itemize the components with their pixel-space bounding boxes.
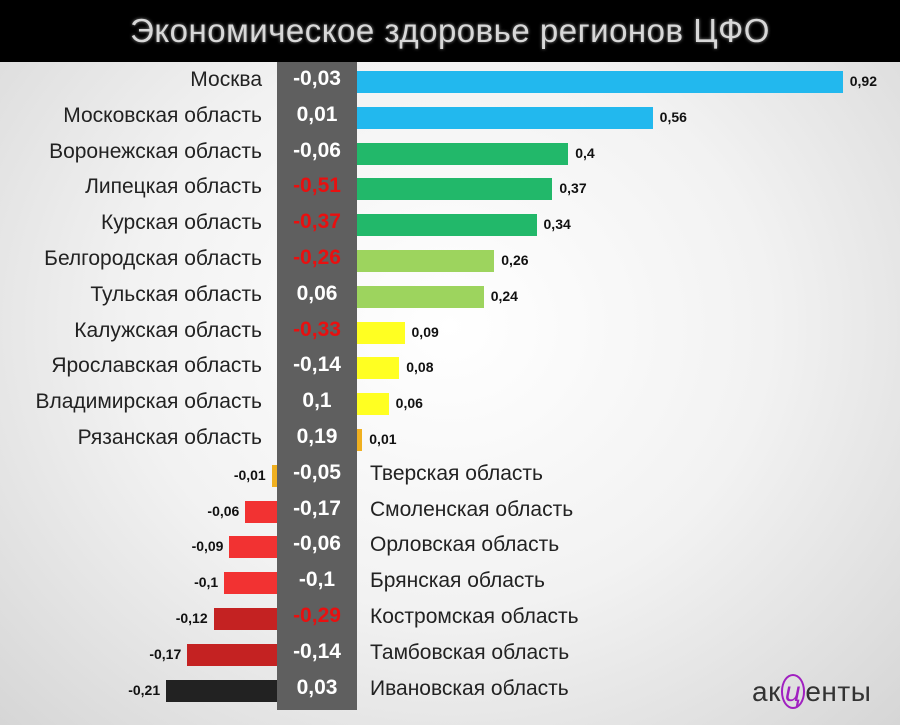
value-label: 0,08: [406, 359, 434, 376]
value-label: 0,37: [559, 180, 587, 197]
value-label: -0,21: [128, 681, 161, 698]
value-label: -0,12: [175, 610, 208, 626]
category-label: Ярославская область: [51, 354, 262, 378]
index-value: -0,06: [293, 138, 341, 162]
index-value: -0,51: [293, 174, 341, 198]
index-value: 0,06: [296, 281, 338, 305]
category-label: Тверская область: [370, 461, 543, 485]
index-value: -0,03: [293, 67, 341, 90]
chart-row: Тамбовская область -0,17 -0,14: [0, 637, 900, 673]
index-value: -0,06: [293, 532, 341, 556]
index-column: [277, 62, 357, 710]
bar: [229, 536, 277, 559]
value-label: -0,1: [194, 574, 219, 591]
index-value: 0,1: [302, 389, 332, 413]
value-label: 0,01: [369, 431, 397, 447]
category-label: Брянская область: [370, 569, 545, 593]
bar: [357, 71, 843, 93]
category-label: Белгородская область: [44, 247, 262, 270]
index-value: -0,37: [293, 210, 341, 234]
chart-row: Москва 0,92 -0,03: [0, 64, 900, 100]
index-value: -0,26: [293, 246, 341, 269]
index-value: -0,29: [293, 604, 341, 627]
bar: [357, 214, 537, 237]
category-label: Липецкая область: [85, 175, 262, 199]
category-label: Смоленская область: [370, 497, 574, 521]
bar: [213, 608, 277, 630]
logo: ак ц енты: [752, 674, 872, 709]
chart-row: Рязанская область 0,01 0,19: [0, 422, 900, 458]
value-label: 0,4: [575, 144, 595, 161]
chart-row: Костромская область -0,12 -0,29: [0, 601, 900, 637]
value-label: -0,09: [191, 538, 224, 555]
category-label: Москва: [190, 68, 262, 91]
chart-row: Калужская область 0,09 -0,33: [0, 315, 900, 351]
bar: [166, 679, 277, 702]
chart-row: Липецкая область 0,37 -0,51: [0, 171, 900, 207]
bar: [187, 643, 277, 666]
value-label: 0,34: [543, 216, 571, 233]
index-value: -0,17: [293, 496, 341, 520]
chart-row: Тульская область 0,24 0,06: [0, 279, 900, 315]
category-label: Орловская область: [370, 533, 560, 557]
value-label: -0,17: [149, 645, 182, 662]
bar: [357, 357, 400, 380]
index-value: 0,03: [296, 675, 338, 699]
bar: [357, 429, 363, 451]
index-value: -0,1: [298, 568, 336, 592]
category-label: Тамбовская область: [370, 640, 570, 664]
index-value: -0,05: [293, 460, 341, 484]
chart-row: Воронежская область 0,4 -0,06: [0, 136, 900, 172]
category-label: Рязанская область: [77, 426, 262, 449]
chart-row: Ярославская область 0,08 -0,14: [0, 350, 900, 386]
index-value: 0,19: [296, 425, 338, 448]
chart-row: Смоленская область -0,06 -0,17: [0, 494, 900, 530]
bar: [357, 321, 405, 344]
index-value: -0,14: [293, 639, 341, 663]
logo-text: енты: [805, 676, 872, 707]
bar: [357, 142, 569, 165]
value-label: 0,06: [395, 395, 423, 412]
value-label: -0,06: [207, 502, 240, 519]
category-label: Ивановская область: [370, 676, 569, 700]
value-label: 0,26: [501, 252, 529, 268]
category-label: Московская область: [63, 103, 262, 127]
bar: [245, 500, 277, 523]
category-label: Костромская область: [370, 605, 579, 628]
title-bar: Экономическое здоровье регионов ЦФО: [0, 0, 900, 62]
category-label: Тульская область: [90, 282, 262, 306]
chart-row: Московская область 0,56 0,01: [0, 100, 900, 136]
bar: [357, 393, 389, 416]
bar: [357, 106, 653, 129]
index-value: -0,33: [293, 317, 341, 341]
logo-mark: ц: [780, 674, 806, 709]
chart-row: Брянская область -0,1 -0,1: [0, 565, 900, 601]
index-value: -0,14: [293, 353, 341, 377]
value-label: 0,56: [659, 108, 687, 125]
category-label: Воронежская область: [49, 139, 262, 163]
chart-row: Владимирская область 0,06 0,1: [0, 386, 900, 422]
value-label: -0,01: [233, 466, 266, 483]
value-label: 0,92: [849, 73, 877, 89]
category-label: Владимирская область: [35, 390, 262, 414]
chart-row: Белгородская область 0,26 -0,26: [0, 243, 900, 279]
category-label: Калужская область: [74, 318, 262, 342]
bar: [357, 178, 553, 201]
bar: [357, 250, 495, 272]
bar: [224, 572, 277, 595]
index-value: 0,01: [296, 102, 338, 126]
chart-row: Тверская область -0,01 -0,05: [0, 458, 900, 494]
chart-row: Курская область 0,34 -0,37: [0, 207, 900, 243]
value-label: 0,24: [490, 287, 518, 304]
chart-row: Ивановская область -0,21 0,03: [0, 673, 900, 709]
chart-title: Экономическое здоровье регионов ЦФО: [130, 12, 770, 49]
value-label: 0,09: [411, 323, 439, 340]
bar: [357, 285, 484, 308]
bar: [271, 464, 277, 487]
chart-row: Орловская область -0,09 -0,06: [0, 529, 900, 565]
logo-text: ак: [752, 676, 781, 707]
category-label: Курская область: [101, 211, 262, 235]
